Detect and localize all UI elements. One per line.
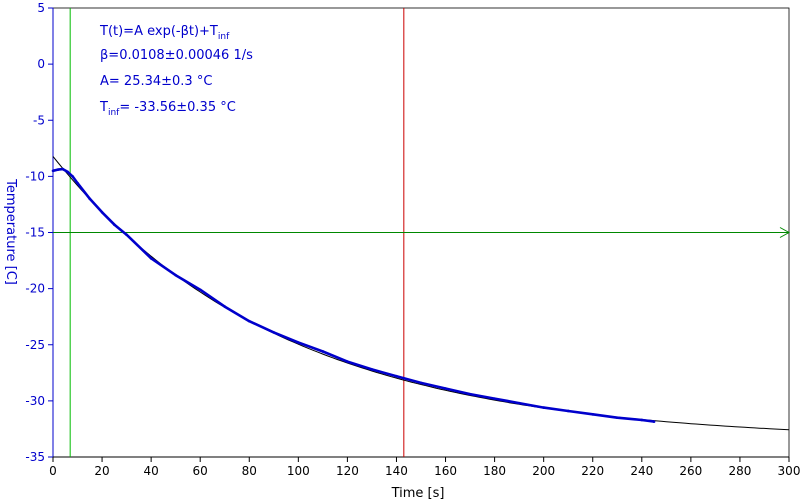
x-axis-title: Time [s]: [391, 486, 445, 501]
y-tick-label: 5: [37, 1, 45, 15]
data-point: [113, 223, 116, 226]
data-point: [468, 392, 472, 396]
data-point: [346, 360, 349, 363]
x-tick-label: 160: [434, 464, 457, 478]
data-point: [615, 416, 619, 420]
x-tick-label: 120: [336, 464, 359, 478]
x-tick-label: 40: [143, 464, 158, 478]
data-point: [174, 273, 177, 277]
data-point: [640, 418, 644, 422]
data-point: [66, 170, 70, 174]
data-point: [61, 167, 65, 171]
x-tick-label: 260: [679, 464, 702, 478]
data-point: [76, 181, 79, 185]
x-tick-label: 280: [728, 464, 751, 478]
data-point: [272, 331, 276, 334]
beta-text: β=0.0108±0.00046 1/s: [100, 48, 253, 63]
x-tick-label: 100: [287, 464, 310, 478]
tinf-text: Tinf= -33.56±0.35 °C: [99, 100, 236, 118]
data-point: [652, 420, 656, 423]
cursors: [53, 8, 791, 457]
data-point: [56, 168, 60, 171]
data-point: [100, 210, 104, 214]
y-tick-label: -20: [25, 282, 45, 296]
data-point: [517, 401, 521, 405]
x-tick-label: 220: [581, 464, 604, 478]
data-point: [321, 350, 325, 353]
data-point: [542, 406, 545, 409]
data-point: [395, 374, 398, 378]
data-point: [88, 197, 92, 201]
y-tick-label: -30: [25, 394, 45, 408]
y-tick-label: -5: [33, 113, 45, 127]
x-tick-label: 300: [778, 464, 800, 478]
formula-text: T(t)=A exp(-βt)+Tinf: [99, 24, 230, 42]
y-axis: 5 0 -5 -10 -15 -20 -25 -30 -35: [25, 1, 54, 464]
measured-data-curve: [52, 167, 655, 423]
y-tick-label: -15: [25, 226, 45, 240]
x-tick-label: 140: [385, 464, 408, 478]
data-point: [198, 288, 202, 292]
x-tick-label: 180: [483, 464, 506, 478]
x-tick-label: 20: [94, 464, 109, 478]
data-point: [125, 233, 128, 237]
x-tick-label: 240: [630, 464, 653, 478]
horizontal-cursor-arrow: [779, 227, 791, 238]
data-point: [223, 305, 227, 308]
y-tick-label: -25: [25, 338, 45, 352]
fit-annotation: T(t)=A exp(-βt)+Tinf β=0.0108±0.00046 1/…: [99, 24, 253, 118]
x-tick-label: 60: [193, 464, 208, 478]
data-point: [149, 257, 153, 260]
data-point: [419, 381, 423, 385]
x-tick-label: 80: [242, 464, 257, 478]
data-point: [247, 319, 251, 323]
data-point: [51, 169, 55, 173]
y-tick-label: 0: [37, 57, 45, 71]
data-point: [493, 397, 496, 400]
data-point: [71, 175, 74, 178]
x-tick-label: 200: [532, 464, 555, 478]
data-point: [444, 387, 447, 390]
a-text: A= 25.34±0.3 °C: [100, 74, 212, 89]
x-tick-label: 0: [49, 464, 57, 478]
data-points: [51, 167, 656, 423]
fit-curve: [52, 156, 790, 431]
data-point: [566, 409, 570, 413]
y-tick-label: -35: [25, 450, 45, 464]
y-tick-label: -10: [25, 169, 45, 183]
data-point: [591, 413, 595, 416]
x-axis: 0 20 40 60 80 100 120 140 160 180 200 220 240 260 280 3…: [49, 456, 800, 478]
y-axis-title: Temperature [C]: [3, 178, 18, 285]
data-point: [370, 368, 374, 371]
data-point: [297, 341, 300, 344]
